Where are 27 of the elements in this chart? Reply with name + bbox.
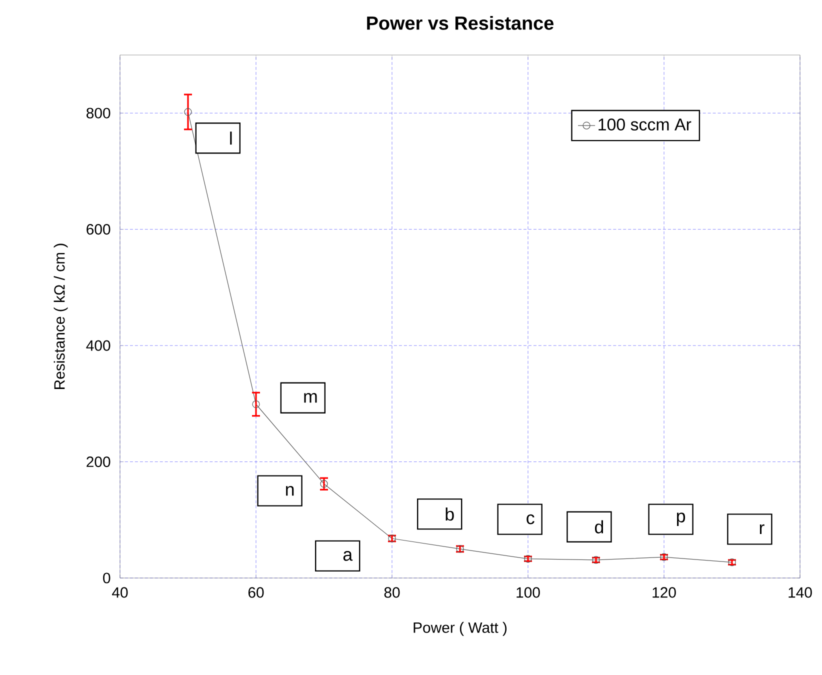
x-axis-title: Power ( Watt ) <box>414 622 507 636</box>
annotation: m <box>304 393 317 403</box>
annotation: n <box>286 486 294 496</box>
x-tick-label: 80 <box>384 587 400 598</box>
y-tick-label: 200 <box>86 456 110 468</box>
annotation: l <box>230 132 232 145</box>
annotation: c <box>526 514 534 524</box>
x-tick-label: 40 <box>112 587 128 598</box>
y-tick-label: 600 <box>86 224 110 235</box>
annotation: b <box>446 507 454 521</box>
y-tick-label: 800 <box>86 108 110 118</box>
x-tick-label: 120 <box>652 587 676 598</box>
y-tick-label: 400 <box>86 340 110 351</box>
point <box>184 108 192 116</box>
x-tick-label: 140 <box>788 587 812 598</box>
point <box>320 480 328 488</box>
x-tick-label: 60 <box>248 587 264 598</box>
annotation: a <box>343 551 353 561</box>
annotation: d <box>594 520 604 534</box>
annotation: r <box>760 524 764 534</box>
x-tick-label: 100 <box>516 587 540 598</box>
y-axis-title: Resistance ( kΩ / cm ) <box>54 244 68 389</box>
point <box>252 400 260 408</box>
chart-title: Power vs Resistance <box>367 16 554 30</box>
legend-label: 100 sccm Ar <box>598 118 692 130</box>
y-tick-label: 0 <box>103 572 110 584</box>
annotation: p <box>676 512 686 526</box>
